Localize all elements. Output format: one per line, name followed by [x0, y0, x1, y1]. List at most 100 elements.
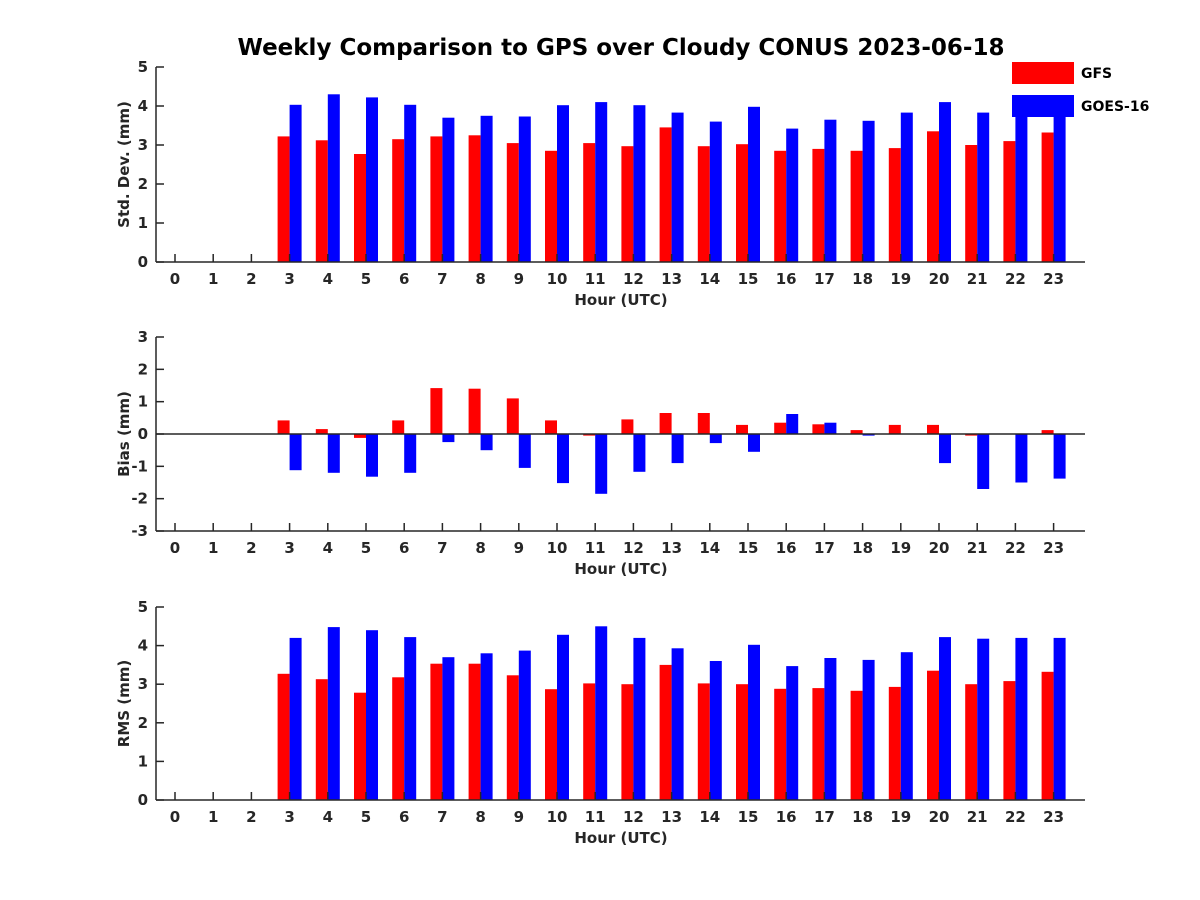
y-tick-label: 2 — [138, 175, 148, 193]
x-tick-label: 3 — [284, 808, 294, 826]
x-tick-label: 22 — [1005, 808, 1026, 826]
x-tick-label: 6 — [399, 808, 409, 826]
bar-goes-16-16 — [786, 128, 799, 262]
bar-gfs-17 — [812, 424, 825, 434]
bar-gfs-5 — [354, 434, 366, 438]
x-tick-label: 11 — [585, 539, 606, 557]
series-goes-16 — [289, 414, 1066, 494]
x-tick-label: 19 — [890, 539, 911, 557]
x-tick-label: 14 — [699, 808, 720, 826]
y-tick-label: 1 — [138, 393, 148, 411]
x-tick-label: 17 — [814, 270, 835, 288]
bar-gfs-20 — [927, 424, 939, 434]
bar-gfs-8 — [468, 135, 481, 263]
bar-goes-16-12 — [633, 637, 646, 800]
x-tick-label: 4 — [323, 808, 333, 826]
y-tick-label: 3 — [138, 136, 148, 154]
bar-goes-16-11 — [595, 102, 608, 262]
y-tick-label: 2 — [138, 360, 148, 378]
bar-gfs-12 — [621, 684, 634, 800]
bar-goes-16-4 — [327, 627, 340, 800]
chart-title: Weekly Comparison to GPS over Cloudy CON… — [238, 35, 1005, 61]
legend: GFS GOES-16 — [1012, 62, 1149, 117]
bar-goes-16-6 — [404, 434, 417, 473]
bar-goes-16-12 — [633, 105, 646, 262]
x-tick-label: 1 — [208, 808, 218, 826]
bar-goes-16-10 — [557, 634, 569, 800]
x-tick-label: 8 — [475, 808, 485, 826]
bar-gfs-11 — [583, 434, 596, 436]
bar-gfs-9 — [506, 398, 519, 434]
x-tick-label: 15 — [738, 808, 759, 826]
y-axis-label: Bias (mm) — [115, 391, 133, 477]
bar-gfs-21 — [965, 434, 978, 436]
bar-gfs-15 — [736, 684, 748, 800]
bar-goes-16-21 — [977, 638, 990, 800]
bar-goes-16-21 — [977, 112, 990, 262]
bar-gfs-13 — [659, 127, 672, 263]
x-tick-label: 22 — [1005, 539, 1026, 557]
series-goes-16 — [289, 626, 1066, 800]
bar-goes-16-3 — [289, 637, 302, 800]
bar-goes-16-16 — [786, 666, 799, 800]
bar-goes-16-17 — [824, 119, 837, 262]
bar-gfs-12 — [621, 146, 634, 262]
x-tick-label: 23 — [1043, 539, 1064, 557]
bar-gfs-10 — [545, 420, 557, 434]
x-tick-label: 13 — [661, 539, 682, 557]
bar-gfs-17 — [812, 688, 825, 800]
x-tick-label: 9 — [514, 270, 524, 288]
series-goes-16 — [289, 94, 1066, 263]
x-tick-label: 21 — [967, 808, 988, 826]
bar-gfs-16 — [774, 422, 787, 434]
bar-goes-16-16 — [786, 414, 799, 434]
x-tick-label: 7 — [437, 808, 447, 826]
bar-gfs-4 — [315, 429, 328, 434]
bar-gfs-7 — [430, 136, 443, 262]
bar-gfs-23 — [1041, 132, 1054, 262]
bar-goes-16-9 — [518, 116, 531, 262]
y-tick-label: -3 — [131, 522, 148, 540]
x-tick-label: 17 — [814, 539, 835, 557]
bar-goes-16-19 — [900, 112, 913, 262]
bar-goes-16-8 — [480, 434, 493, 451]
bar-goes-16-3 — [289, 434, 302, 471]
x-tick-label: 13 — [661, 270, 682, 288]
bar-goes-16-11 — [595, 626, 608, 800]
bar-goes-16-20 — [939, 434, 951, 464]
x-tick-label: 6 — [399, 270, 409, 288]
bar-gfs-6 — [392, 677, 405, 800]
x-tick-label: 11 — [585, 808, 606, 826]
bar-gfs-16 — [774, 688, 787, 800]
x-tick-label: 23 — [1043, 808, 1064, 826]
bar-gfs-14 — [697, 413, 710, 434]
x-tick-label: 7 — [437, 270, 447, 288]
bar-gfs-13 — [659, 664, 672, 800]
bar-gfs-13 — [659, 413, 672, 434]
bar-goes-16-13 — [671, 434, 684, 464]
bar-gfs-6 — [392, 139, 405, 262]
y-tick-label: 2 — [138, 714, 148, 732]
bar-gfs-6 — [392, 420, 405, 434]
x-tick-label: 18 — [852, 808, 873, 826]
x-tick-label: 19 — [890, 808, 911, 826]
bar-goes-16-14 — [709, 661, 722, 800]
bar-goes-16-18 — [862, 659, 875, 800]
x-tick-label: 0 — [170, 808, 180, 826]
bar-goes-16-6 — [404, 637, 417, 800]
bar-gfs-21 — [965, 145, 978, 262]
bar-goes-16-17 — [824, 422, 837, 434]
y-tick-label: 0 — [138, 253, 148, 271]
bar-goes-16-5 — [366, 630, 378, 800]
x-tick-label: 4 — [323, 270, 333, 288]
y-axis-label: Std. Dev. (mm) — [115, 101, 133, 228]
bar-goes-16-13 — [671, 112, 684, 262]
bar-goes-16-7 — [442, 657, 455, 800]
x-tick-label: 10 — [547, 270, 568, 288]
bar-goes-16-15 — [748, 106, 760, 262]
y-tick-label: 4 — [138, 97, 148, 115]
legend-label-gfs: GFS — [1081, 66, 1112, 82]
